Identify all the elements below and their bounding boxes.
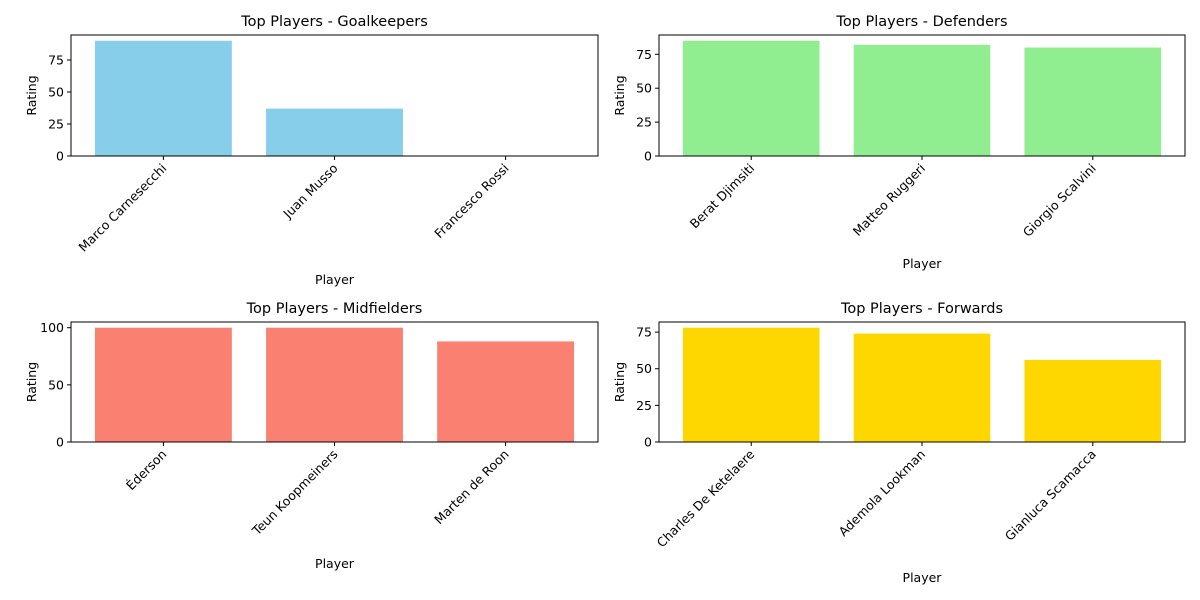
x-axis-label: Player [903, 570, 943, 585]
x-axis-label: Player [903, 256, 943, 271]
x-tick-label-marten-de-roon: Marten de Roon [431, 447, 512, 528]
x-tick-label-teun-koopmeiners: Teun Koopmeiners [248, 447, 340, 539]
bar-juan-musso [266, 108, 403, 156]
bar-gianluca-scamacca [1024, 359, 1162, 442]
y-tick-label: 50 [636, 81, 652, 96]
bar-charles-de-ketelaere [682, 327, 820, 442]
x-tick-label-francesco-rossi: Francesco Rossi [431, 161, 511, 241]
bar-ademola-lookman [853, 333, 991, 442]
x-tick-label-juan-musso: Juan Musso [279, 161, 340, 222]
y-tick-label: 100 [40, 320, 64, 335]
y-tick-label: 50 [48, 84, 64, 99]
bar-giorgio-scalvini [1024, 47, 1162, 156]
y-tick-label: 50 [48, 377, 64, 392]
x-tick-label-berat-djimsiti: Berat Djimsiti [687, 161, 758, 232]
y-tick-label: 25 [48, 116, 64, 131]
bar-berat-djimsiti [682, 40, 820, 157]
x-axis-label: Player [315, 272, 355, 287]
chart-panel-1: 0 25 50 75 Marco Carnesecchi Juan Musso France… [24, 14, 599, 287]
bar-matteo-ruggeri [853, 44, 991, 156]
chart-panel-4: 0 25 50 75 Charles De Ketelaere Ademola Lookm… [612, 301, 1186, 585]
y-tick-label: 0 [644, 149, 652, 164]
x-tick-label-ederson: Éderson [123, 447, 169, 493]
chart-title: Top Players - Defenders [835, 14, 1007, 30]
x-tick-label-giorgio-scalvini: Giorgio Scalvini [1020, 161, 1099, 240]
bar-teun-koopmeiners [266, 327, 403, 442]
bar-marco-carnesecchi [94, 40, 232, 157]
y-tick-label: 0 [644, 435, 652, 450]
y-axis-label: Rating [24, 362, 39, 402]
chart-title: Top Players - Goalkeepers [240, 14, 428, 30]
chart-title: Top Players - Midfielders [246, 301, 423, 317]
bar-marten-de-roon [437, 341, 575, 442]
x-tick-label-marco-carnesecchi: Marco Carnesecchi [75, 161, 169, 255]
x-tick-label-charles-de-ketelaere: Charles De Ketelaere [654, 446, 758, 550]
y-tick-label: 75 [48, 52, 64, 67]
chart-title: Top Players - Forwards [840, 301, 1003, 317]
y-tick-label: 50 [636, 361, 652, 376]
y-tick-label: 75 [636, 47, 652, 62]
y-tick-label: 25 [636, 115, 652, 130]
y-axis-label: Rating [612, 362, 627, 402]
y-tick-label: 0 [56, 435, 64, 450]
y-axis-label: Rating [24, 75, 39, 115]
y-axis-label: Rating [612, 75, 627, 115]
y-tick-label: 0 [56, 149, 64, 164]
bar-ederson [94, 327, 232, 442]
x-tick-label-gianluca-scamacca: Gianluca Scamacca [1002, 447, 1099, 544]
y-tick-label: 75 [636, 325, 652, 340]
x-axis-label: Player [315, 556, 355, 571]
chart-panel-3: 0 50 100 Éderson Teun Koopmeiners Marten de R… [24, 301, 599, 571]
x-tick-label-matteo-ruggeri: Matteo Ruggeri [850, 161, 928, 239]
y-tick-label: 25 [636, 398, 652, 413]
chart-panel-2: 0 25 50 75 Berat Djimsiti Matteo Ruggeri Giorg… [612, 14, 1186, 271]
x-tick-label-ademola-lookman: Ademola Lookman [836, 447, 929, 540]
